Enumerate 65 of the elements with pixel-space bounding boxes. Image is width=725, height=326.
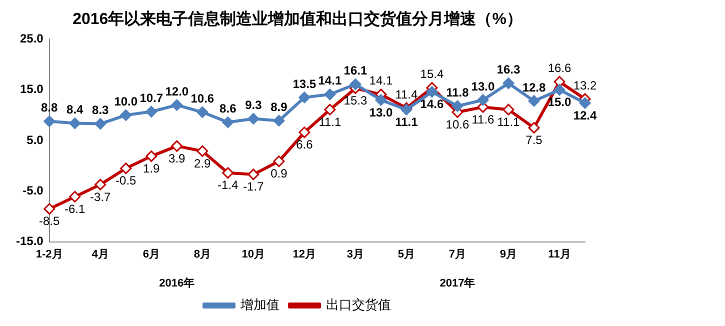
text: 2017年 — [440, 276, 476, 290]
data-label: 13.5 — [292, 76, 316, 91]
data-label: 11.1 — [318, 114, 342, 129]
data-label: 8.6 — [220, 102, 237, 116]
data-label: 12.8 — [522, 80, 546, 94]
x-tick-label: 6月 — [142, 248, 160, 260]
data-label: -6.1 — [64, 202, 86, 216]
legend-label: 增加值 — [240, 297, 280, 312]
y-tick-label: 15.0 — [20, 82, 44, 96]
data-label: 11.1 — [395, 114, 418, 129]
y-tick-label: -15.0 — [16, 234, 44, 248]
data-label: 7.5 — [526, 133, 543, 148]
data-label: 11.1 — [497, 114, 520, 129]
y-tick-label: 5.0 — [26, 132, 44, 147]
x-tick-label: 10月 — [242, 248, 266, 260]
data-label: 2.9 — [194, 156, 212, 170]
x-tick-label: 9月 — [500, 248, 518, 260]
data-label: 11.8 — [446, 85, 470, 100]
data-label: 10.7 — [140, 90, 164, 105]
data-label: 16.3 — [496, 62, 520, 77]
data-label: 16.1 — [344, 64, 368, 78]
data-label: 14.1 — [369, 74, 393, 88]
x-tick-label: 8月 — [194, 248, 211, 260]
data-label: 15.4 — [420, 67, 444, 82]
data-label: 14.1 — [318, 74, 342, 88]
data-label: -3.7 — [90, 190, 112, 204]
data-label: 8.9 — [270, 100, 288, 114]
x-tick-label: 5月 — [398, 248, 416, 260]
data-label: 15.3 — [344, 94, 368, 108]
data-label: 10.6 — [190, 91, 214, 106]
x-tick-label: 7月 — [448, 248, 466, 260]
x-tick-label: 1-2月 — [36, 248, 63, 260]
chart-title: 2016年以来电子信息制造业增加值和出口交货值分月增速（%） — [72, 9, 522, 28]
y-tick-label: -5.0 — [22, 183, 44, 198]
data-label: 8.3 — [92, 103, 110, 118]
x-tick-label: 4月 — [92, 248, 109, 260]
data-label: 6.6 — [296, 138, 314, 152]
data-label: 12.0 — [165, 84, 189, 98]
text: 2016年 — [159, 276, 195, 290]
data-label: -8.5 — [39, 214, 60, 228]
data-label: 8.8 — [41, 100, 58, 115]
data-label: 13.0 — [471, 79, 495, 94]
x-tick-label: 3月 — [346, 248, 364, 260]
data-label: 15.0 — [548, 95, 572, 110]
data-label: -1.7 — [243, 180, 264, 194]
x-tick-label: 11月 — [548, 248, 571, 260]
data-label: 3.9 — [168, 151, 186, 166]
data-label: 11.4 — [395, 87, 418, 102]
data-label: 16.6 — [548, 61, 572, 76]
data-label: 9.3 — [245, 98, 262, 112]
x-tick-label: 12月 — [292, 248, 316, 260]
y-tick-label: 25.0 — [20, 32, 44, 46]
data-label: 0.9 — [270, 166, 288, 181]
data-label: -0.5 — [116, 174, 137, 188]
data-label: 14.6 — [420, 97, 444, 112]
data-label: 10.0 — [114, 94, 138, 108]
data-label: 10.6 — [446, 117, 470, 132]
data-label: 8.4 — [66, 102, 84, 117]
data-label: 1.9 — [143, 162, 160, 176]
data-label: 12.4 — [573, 108, 597, 122]
data-label: 13.0 — [369, 105, 393, 120]
legend-label: 出口交货值 — [326, 297, 391, 312]
data-label: 13.2 — [573, 78, 597, 92]
data-label: -1.4 — [218, 178, 239, 192]
data-label: 11.6 — [472, 112, 495, 126]
